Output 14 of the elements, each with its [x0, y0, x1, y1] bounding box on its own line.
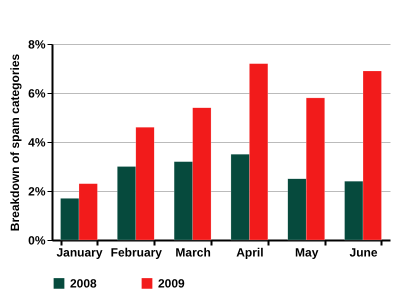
- legend-label: 2009: [158, 276, 186, 290]
- y-tick-label: 4%: [28, 136, 46, 150]
- x-tick-label: May: [295, 246, 319, 260]
- x-tick-label: June: [350, 246, 378, 260]
- y-axis-title: Breakdown of spam categories: [8, 53, 22, 232]
- y-tick-label: 6%: [28, 86, 46, 100]
- x-tick-label: March: [175, 246, 211, 260]
- y-tick-label: 0%: [28, 234, 46, 248]
- y-tick-label: 2%: [28, 184, 46, 198]
- x-tick-label: February: [110, 246, 162, 260]
- y-tick-label: 8%: [28, 38, 46, 52]
- legend-label: 2008: [70, 276, 98, 290]
- x-tick-label: April: [236, 246, 264, 260]
- x-tick-label: January: [56, 246, 103, 260]
